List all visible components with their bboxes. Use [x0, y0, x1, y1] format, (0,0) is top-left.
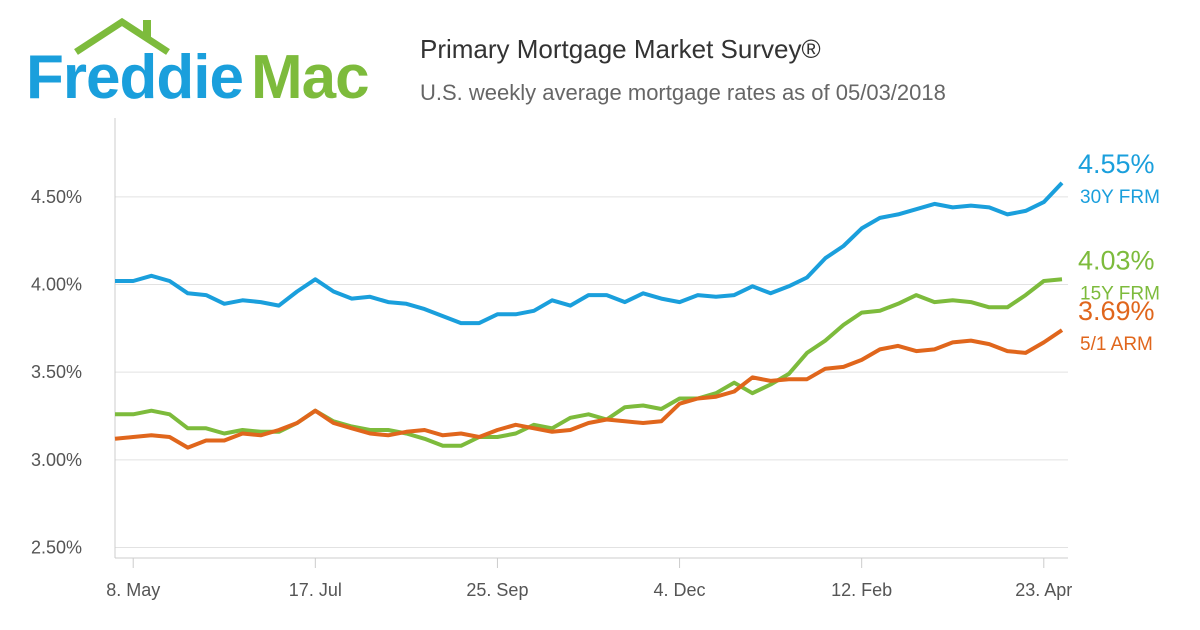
- logo: Freddie Mac: [26, 43, 369, 112]
- chart-subtitle: U.S. weekly average mortgage rates as of…: [420, 80, 946, 105]
- end-value-label: 3.69%: [1078, 296, 1155, 326]
- x-tick-label: 4. Dec: [654, 580, 706, 600]
- series-line: [114, 328, 1064, 450]
- end-value-label: 4.55%: [1078, 149, 1155, 179]
- plot-area: [115, 118, 1068, 558]
- x-tick-label: 8. May: [106, 580, 160, 600]
- x-tick-label: 25. Sep: [466, 580, 528, 600]
- y-tick-label: 4.50%: [31, 187, 82, 207]
- end-value-label: 4.03%: [1078, 245, 1155, 275]
- y-tick-label: 4.00%: [31, 275, 82, 295]
- legend-label: 30Y FRM: [1080, 187, 1160, 208]
- y-tick-label: 3.00%: [31, 450, 82, 470]
- y-tick-label: 2.50%: [31, 537, 82, 557]
- x-tick-label: 12. Feb: [831, 580, 892, 600]
- logo-first: Freddie: [26, 43, 243, 112]
- legend-label: 15Y FRM: [1080, 283, 1160, 304]
- logo-roof: [74, 17, 170, 55]
- logo-second: Mac: [251, 43, 369, 112]
- chart-title: Primary Mortgage Market Survey®: [420, 34, 821, 64]
- legend-label: 5/1 ARM: [1080, 334, 1153, 355]
- x-tick-label: 17. Jul: [289, 580, 342, 600]
- series-line: [115, 181, 1064, 326]
- x-tick-label: 23. Apr: [1015, 580, 1072, 600]
- y-tick-label: 3.50%: [31, 362, 82, 382]
- logo-chimney: [143, 20, 151, 38]
